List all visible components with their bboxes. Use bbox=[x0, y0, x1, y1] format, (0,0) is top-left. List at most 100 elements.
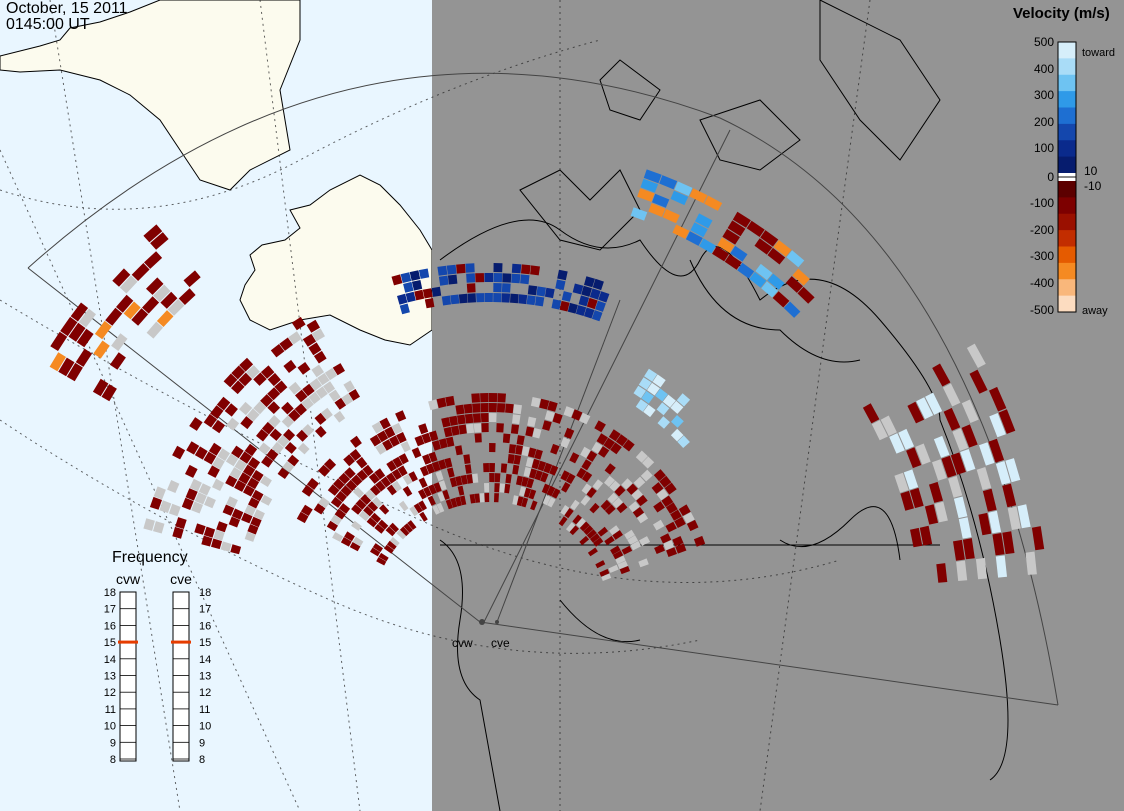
scatter-cell-near bbox=[457, 485, 465, 496]
scatter-cell-near bbox=[666, 547, 677, 557]
scatter-cell-near bbox=[525, 457, 534, 468]
frequency-tick-label: 11 bbox=[199, 704, 210, 716]
colorbar-segment bbox=[1058, 213, 1076, 231]
scatter-cell-near bbox=[437, 491, 446, 502]
scatter-cell-near bbox=[497, 393, 506, 403]
scatter-cell-near bbox=[469, 494, 476, 504]
scatter-cell-near bbox=[601, 573, 612, 581]
scatter-cell-near bbox=[334, 508, 346, 520]
scatter-cell-west bbox=[201, 535, 213, 547]
colorbar-segment bbox=[1058, 230, 1076, 247]
scatter-cell-west bbox=[211, 419, 226, 434]
scatter-cell-near bbox=[391, 480, 402, 492]
scatter-cell-west bbox=[185, 488, 198, 501]
scatter-cell-near bbox=[414, 435, 425, 447]
scatter-cell-near bbox=[579, 521, 590, 532]
date-label: October, 15 2011 bbox=[6, 0, 128, 17]
scatter-cell-near bbox=[599, 568, 610, 577]
scatter-cell-west bbox=[216, 396, 231, 411]
scatter-cell-west bbox=[194, 492, 207, 505]
scatter-cell-west bbox=[281, 415, 295, 428]
scatter-cell-west bbox=[324, 367, 338, 381]
scatter-cell-ne bbox=[685, 231, 703, 246]
scatter-cell-ne bbox=[652, 193, 670, 208]
scatter-cell-near bbox=[382, 439, 393, 451]
scatter-cell-west bbox=[253, 509, 265, 520]
scatter-cell-near bbox=[513, 454, 522, 465]
scatter-cell-near bbox=[551, 488, 561, 499]
scatter-cell-west bbox=[284, 442, 297, 454]
scatter-cell-near bbox=[609, 525, 620, 536]
scatter-cell-west bbox=[296, 429, 309, 442]
scatter-cell-near bbox=[391, 422, 403, 435]
scatter-cell-near bbox=[598, 446, 610, 458]
scatter-cell-near bbox=[445, 395, 455, 407]
scatter-cell-east bbox=[1002, 483, 1017, 508]
scatter-cell-fw bbox=[50, 331, 68, 351]
scatter-cell-near bbox=[608, 564, 619, 573]
scatter-cell-near bbox=[384, 426, 396, 439]
scatter-cell-near bbox=[621, 545, 633, 555]
scatter-cell-west bbox=[185, 464, 198, 478]
scatter-cell-near bbox=[581, 459, 592, 471]
scatter-cell-ne bbox=[732, 211, 751, 228]
scatter-cell-near bbox=[375, 480, 386, 492]
scatter-cell-near bbox=[488, 403, 497, 413]
scatter-cell-fw bbox=[68, 322, 86, 342]
scatter-cell-blue bbox=[641, 391, 654, 404]
scatter-cell-east bbox=[880, 415, 897, 436]
scatter-cell-east bbox=[906, 447, 922, 469]
scatter-cell-near bbox=[438, 480, 447, 491]
scatter-cell-near bbox=[608, 429, 621, 442]
colorbar-segment bbox=[1058, 74, 1076, 92]
scatter-cell-near bbox=[494, 473, 501, 483]
scatter-cell-fw bbox=[66, 362, 83, 382]
scatter-cell-north bbox=[456, 263, 466, 274]
scatter-cell-near bbox=[398, 500, 409, 512]
scatter-cell-near bbox=[632, 507, 645, 518]
scatter-cell-west bbox=[238, 372, 253, 387]
scatter-cell-fw bbox=[146, 321, 163, 339]
scatter-cell-ne bbox=[754, 238, 773, 255]
scatter-cell-near bbox=[489, 473, 495, 483]
scatter-cell-west bbox=[172, 445, 186, 460]
scatter-cell-north bbox=[418, 268, 430, 279]
scatter-cell-near bbox=[455, 475, 463, 486]
scatter-cell-north bbox=[403, 281, 414, 293]
scatter-cell-near bbox=[480, 393, 489, 403]
scatter-cell-east bbox=[936, 563, 948, 583]
scatter-cell-west bbox=[224, 403, 238, 417]
scatter-cell-blue bbox=[652, 374, 666, 388]
scatter-cell-near bbox=[633, 476, 646, 489]
scatter-cell-ne bbox=[643, 169, 662, 184]
scatter-cell-west bbox=[271, 441, 284, 454]
velocity-tick-label: 10 bbox=[1084, 164, 1098, 178]
colorbar-frame bbox=[1057, 41, 1077, 313]
scatter-cell-west bbox=[294, 403, 307, 416]
scatter-cell-west bbox=[267, 387, 281, 401]
scatter-cell-east bbox=[919, 525, 933, 546]
velocity-tick-label: 200 bbox=[1034, 115, 1054, 129]
scatter-cell-near bbox=[609, 480, 621, 492]
scatter-cell-near bbox=[386, 484, 397, 496]
scatter-cell-north bbox=[422, 288, 433, 299]
scatter-cell-near bbox=[318, 496, 330, 509]
scatter-cell-north bbox=[511, 263, 522, 274]
scatter-cell-west bbox=[234, 480, 247, 492]
scatter-cell-west bbox=[203, 451, 217, 465]
colorbar-segment bbox=[1058, 262, 1076, 280]
scatter-cell-near bbox=[642, 456, 655, 469]
scatter-cell-east bbox=[929, 481, 943, 503]
scatter-cell-west bbox=[239, 401, 253, 416]
scatter-cell-near bbox=[516, 496, 524, 507]
scatter-cell-east bbox=[950, 452, 966, 475]
cve-site-label: cve bbox=[491, 636, 510, 650]
scatter-cell-near bbox=[399, 526, 410, 537]
scatter-cell-near bbox=[313, 503, 326, 515]
scatter-cell-east bbox=[966, 343, 986, 368]
scatter-cell-east bbox=[933, 435, 950, 458]
scatter-cell-near bbox=[443, 426, 453, 438]
scatter-cell-west bbox=[334, 397, 347, 410]
scatter-cell-near bbox=[552, 412, 563, 424]
